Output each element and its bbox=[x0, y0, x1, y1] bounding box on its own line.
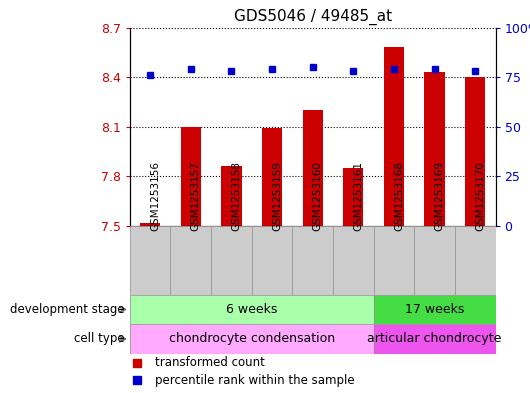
Text: development stage: development stage bbox=[10, 303, 125, 316]
Text: GSM1253158: GSM1253158 bbox=[232, 162, 242, 231]
Bar bbox=[465, 77, 485, 226]
Bar bbox=[333, 226, 374, 295]
Text: cell type: cell type bbox=[74, 332, 125, 345]
Bar bbox=[374, 295, 496, 324]
Text: GSM1253160: GSM1253160 bbox=[313, 162, 323, 231]
Text: GSM1253170: GSM1253170 bbox=[475, 162, 485, 231]
Bar bbox=[171, 226, 211, 295]
Bar bbox=[130, 226, 171, 295]
Text: chondrocyte condensation: chondrocyte condensation bbox=[169, 332, 335, 345]
Bar bbox=[414, 226, 455, 295]
Bar bbox=[262, 129, 282, 226]
Bar bbox=[374, 324, 496, 354]
Bar bbox=[252, 226, 293, 295]
Bar bbox=[455, 226, 496, 295]
Text: articular chondrocyte: articular chondrocyte bbox=[367, 332, 502, 345]
Bar bbox=[374, 226, 414, 295]
Bar bbox=[343, 168, 364, 226]
Bar bbox=[130, 324, 374, 354]
Text: percentile rank within the sample: percentile rank within the sample bbox=[155, 374, 355, 387]
Bar bbox=[384, 47, 404, 226]
Text: 6 weeks: 6 weeks bbox=[226, 303, 277, 316]
Title: GDS5046 / 49485_at: GDS5046 / 49485_at bbox=[234, 9, 392, 25]
Text: GSM1253169: GSM1253169 bbox=[435, 162, 445, 231]
Bar bbox=[303, 110, 323, 226]
Text: GSM1253159: GSM1253159 bbox=[272, 162, 282, 231]
Text: GSM1253157: GSM1253157 bbox=[191, 162, 201, 231]
Text: GSM1253168: GSM1253168 bbox=[394, 162, 404, 231]
Bar bbox=[140, 223, 160, 226]
Bar bbox=[222, 166, 242, 226]
Bar bbox=[425, 72, 445, 226]
Text: transformed count: transformed count bbox=[155, 356, 266, 369]
Text: GSM1253156: GSM1253156 bbox=[150, 162, 160, 231]
Text: GSM1253161: GSM1253161 bbox=[354, 162, 364, 231]
Bar bbox=[211, 226, 252, 295]
Text: 17 weeks: 17 weeks bbox=[405, 303, 464, 316]
Bar bbox=[130, 295, 374, 324]
Bar bbox=[181, 127, 201, 226]
Bar bbox=[293, 226, 333, 295]
